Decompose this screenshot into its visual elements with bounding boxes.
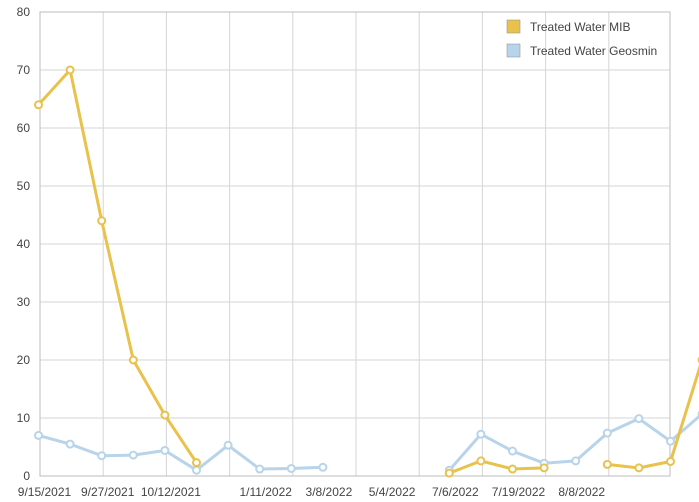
data-point[interactable] — [65, 65, 75, 75]
y-tick-label: 50 — [17, 179, 31, 193]
data-point[interactable] — [97, 216, 107, 226]
x-tick-label: 9/27/2021 — [81, 485, 135, 499]
series-line-0-1 — [448, 459, 545, 475]
data-point[interactable] — [34, 430, 43, 440]
y-tick-label: 10 — [17, 411, 31, 425]
data-point[interactable] — [666, 457, 675, 466]
data-point[interactable] — [602, 459, 612, 469]
legend-label: Treated Water MIB — [530, 20, 630, 34]
legend-swatch — [506, 19, 521, 34]
data-point[interactable] — [192, 458, 201, 468]
series-1 — [34, 410, 699, 475]
y-tick-label: 70 — [17, 63, 31, 77]
legend[interactable]: Treated Water MIB Treated Water Geosmin — [506, 19, 657, 58]
y-tick-label: 60 — [17, 121, 31, 135]
data-point[interactable] — [160, 445, 170, 455]
data-point[interactable] — [97, 451, 107, 461]
data-point[interactable] — [634, 463, 644, 473]
data-point[interactable] — [318, 462, 328, 472]
y-tick-label: 20 — [17, 353, 31, 367]
y-axis: 0 10 20 30 40 50 60 70 80 — [17, 5, 31, 483]
series-0 — [34, 65, 699, 478]
y-tick-label: 0 — [23, 469, 30, 483]
data-point[interactable] — [634, 414, 644, 424]
legend-item-0[interactable]: Treated Water MIB — [506, 19, 630, 34]
x-tick-label: 5/4/2022 — [369, 485, 416, 499]
data-point[interactable] — [666, 436, 675, 446]
data-point[interactable] — [128, 450, 138, 460]
data-point[interactable] — [476, 456, 486, 466]
data-point[interactable] — [160, 410, 170, 420]
data-point[interactable] — [602, 428, 612, 438]
grid — [39, 11, 671, 477]
data-point[interactable] — [255, 464, 265, 474]
x-tick-label: 7/19/2022 — [492, 485, 546, 499]
data-point[interactable] — [65, 439, 75, 449]
x-tick-label: 8/8/2022 — [558, 485, 605, 499]
x-tick-label: 3/8/2022 — [306, 485, 353, 499]
series-line-1-0 — [38, 433, 323, 472]
data-point[interactable] — [444, 468, 454, 478]
series-layer — [34, 65, 699, 478]
series-line-0-2 — [607, 364, 699, 470]
data-point[interactable] — [508, 446, 517, 456]
x-tick-label: 1/11/2022 — [239, 485, 292, 499]
legend-item-1[interactable]: Treated Water Geosmin — [506, 43, 657, 58]
legend-label: Treated Water Geosmin — [530, 44, 657, 58]
data-point[interactable] — [128, 355, 138, 365]
x-tick-label: 7/6/2022 — [432, 485, 479, 499]
data-point[interactable] — [476, 429, 486, 439]
data-point[interactable] — [286, 463, 296, 473]
y-tick-label: 40 — [17, 237, 31, 251]
x-tick-label: 9/15/2021 — [18, 485, 72, 499]
data-point[interactable] — [571, 456, 581, 466]
y-tick-label: 80 — [17, 5, 31, 19]
data-point[interactable] — [192, 465, 201, 475]
legend-swatch — [506, 43, 521, 58]
x-tick-label: 10/12/2021 — [141, 485, 201, 499]
data-point[interactable] — [539, 463, 549, 473]
data-point[interactable] — [34, 100, 43, 110]
plot-border — [39, 11, 671, 477]
series-line-0-0 — [37, 68, 198, 464]
x-axis: 9/15/2021 9/27/2021 10/12/2021 1/11/2022 3/8… — [18, 485, 606, 499]
data-point[interactable] — [223, 440, 233, 450]
y-tick-label: 30 — [17, 295, 31, 309]
data-point[interactable] — [508, 464, 517, 474]
